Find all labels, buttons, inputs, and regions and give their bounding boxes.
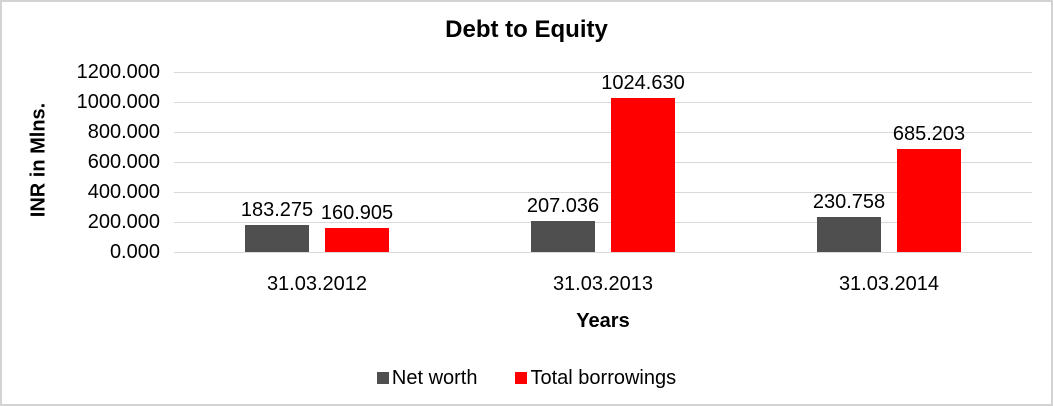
bar-value-label: 160.905	[320, 202, 394, 224]
gridline	[174, 72, 1032, 73]
legend-item: Total borrowings	[515, 366, 676, 390]
y-axis-tick-label: 200.000	[87, 211, 160, 233]
bar	[817, 217, 881, 252]
gridline	[174, 222, 1032, 223]
legend-label: Net worth	[391, 367, 478, 389]
y-axis-tick-label: 1000.000	[76, 91, 160, 113]
bar	[897, 149, 961, 252]
gridline	[174, 192, 1032, 193]
bar-value-label: 230.758	[812, 191, 886, 213]
bar	[611, 98, 675, 252]
gridline	[174, 252, 1032, 253]
bar-value-label: 183.275	[240, 199, 314, 221]
gridline	[174, 132, 1032, 133]
bar-value-label: 685.203	[892, 123, 966, 145]
y-axis-tick-label: 600.000	[87, 151, 160, 173]
bar-value-label: 207.036	[526, 195, 600, 217]
legend-label: Total borrowings	[530, 367, 677, 389]
gridline	[174, 162, 1032, 163]
y-axis-tick-label: 800.000	[87, 121, 160, 143]
bar	[245, 225, 309, 252]
legend: Net worth Total borrowings	[2, 366, 1051, 390]
bar	[325, 228, 389, 252]
chart-title: Debt to Equity	[445, 16, 608, 43]
y-axis-tick-label: 1200.000	[76, 61, 160, 83]
bar	[531, 221, 595, 252]
legend-swatch-icon	[515, 372, 528, 384]
x-category-label: 31.03.2014	[838, 273, 940, 295]
bar-value-label: 1024.630	[601, 72, 685, 94]
y-axis-tick-label: 0.000	[109, 241, 160, 263]
legend-swatch-icon	[376, 372, 389, 384]
legend-item: Net worth	[376, 366, 478, 390]
gridline	[174, 102, 1032, 103]
x-axis-title: Years	[576, 310, 630, 332]
y-axis-tick-label: 400.000	[87, 181, 160, 203]
x-category-label: 31.03.2013	[552, 273, 654, 295]
x-category-label: 31.03.2012	[266, 273, 368, 295]
